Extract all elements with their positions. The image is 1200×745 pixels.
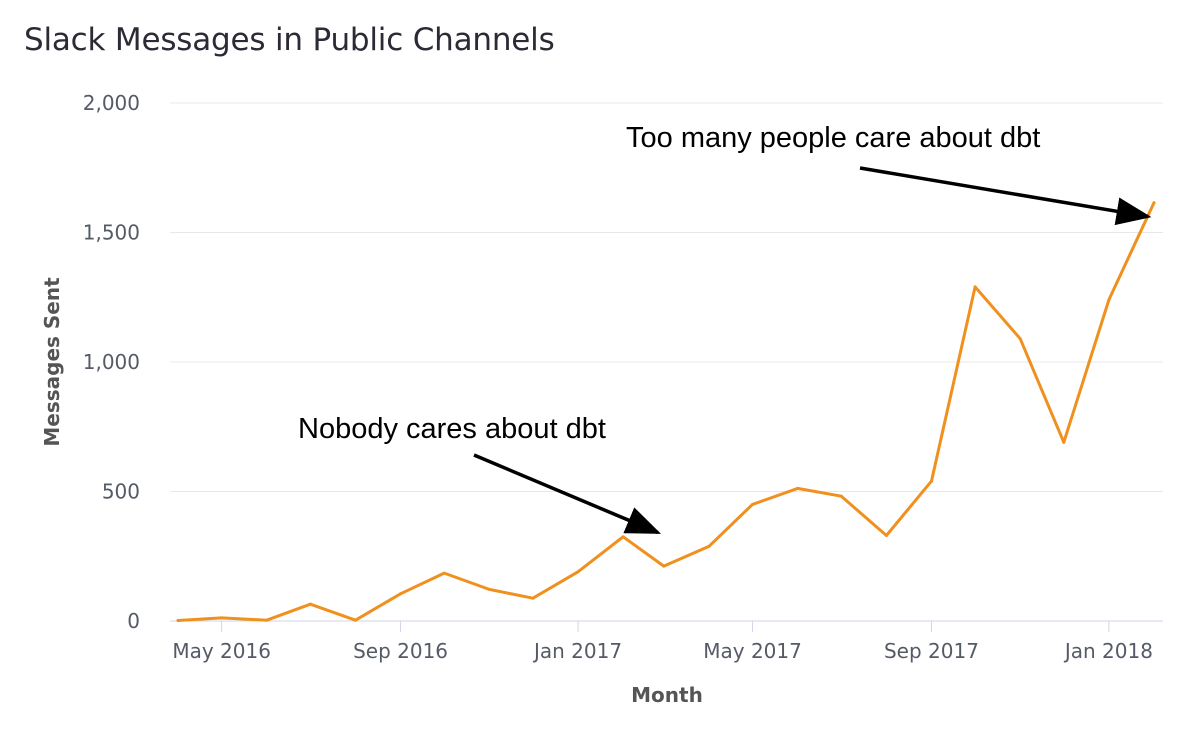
x-axis: May 2016 Sep 2016 Jan 2017 May 2017 Sep 2017… — [172, 621, 1153, 663]
data-point — [839, 494, 843, 498]
data-point — [1018, 337, 1022, 341]
data-point — [576, 570, 580, 574]
x-axis-title: Month — [631, 683, 703, 707]
data-point — [621, 535, 625, 539]
annotation-arrow — [859, 166, 1152, 226]
data-point — [751, 502, 755, 506]
data-point — [176, 618, 180, 622]
data-point — [220, 616, 224, 620]
chart-title: Slack Messages in Public Channels — [24, 22, 555, 58]
data-point — [399, 592, 403, 596]
x-tick-label: Sep 2016 — [353, 639, 448, 663]
data-point — [265, 618, 269, 622]
series-line — [176, 201, 1156, 622]
y-tick-label: 1,500 — [83, 221, 140, 245]
x-tick-label: Jan 2018 — [1063, 639, 1153, 663]
data-point — [353, 618, 357, 622]
annotation-arrow — [473, 453, 662, 535]
data-point — [707, 544, 711, 548]
y-tick-label: 2,000 — [83, 91, 140, 115]
data-point — [929, 479, 933, 483]
y-tick-label: 0 — [127, 609, 140, 633]
data-point — [308, 602, 312, 606]
data-point — [1152, 201, 1156, 205]
x-tick-label: Jan 2017 — [532, 639, 622, 663]
y-axis: 0 500 1,000 1,500 2,000 — [83, 91, 140, 633]
data-point — [973, 285, 977, 289]
data-point — [531, 596, 535, 600]
x-tick-label: Sep 2017 — [884, 639, 979, 663]
data-point — [442, 571, 446, 575]
grid — [170, 102, 1163, 622]
data-point — [1107, 298, 1111, 302]
data-point — [662, 564, 666, 568]
annotations: Nobody cares about dbt Too many people ca… — [298, 122, 1152, 535]
annotation-text: Nobody cares about dbt — [298, 413, 606, 445]
data-point — [796, 486, 800, 490]
x-tick-label: May 2017 — [703, 639, 802, 663]
data-point — [1062, 440, 1066, 444]
annotation-text: Too many people care about dbt — [626, 122, 1040, 154]
x-tick-label: May 2016 — [172, 639, 271, 663]
y-tick-label: 1,000 — [83, 350, 140, 374]
data-point — [884, 534, 888, 538]
y-tick-label: 500 — [102, 480, 140, 504]
y-axis-title: Messages Sent — [40, 277, 64, 447]
series — [176, 201, 1156, 622]
data-point — [487, 587, 491, 591]
